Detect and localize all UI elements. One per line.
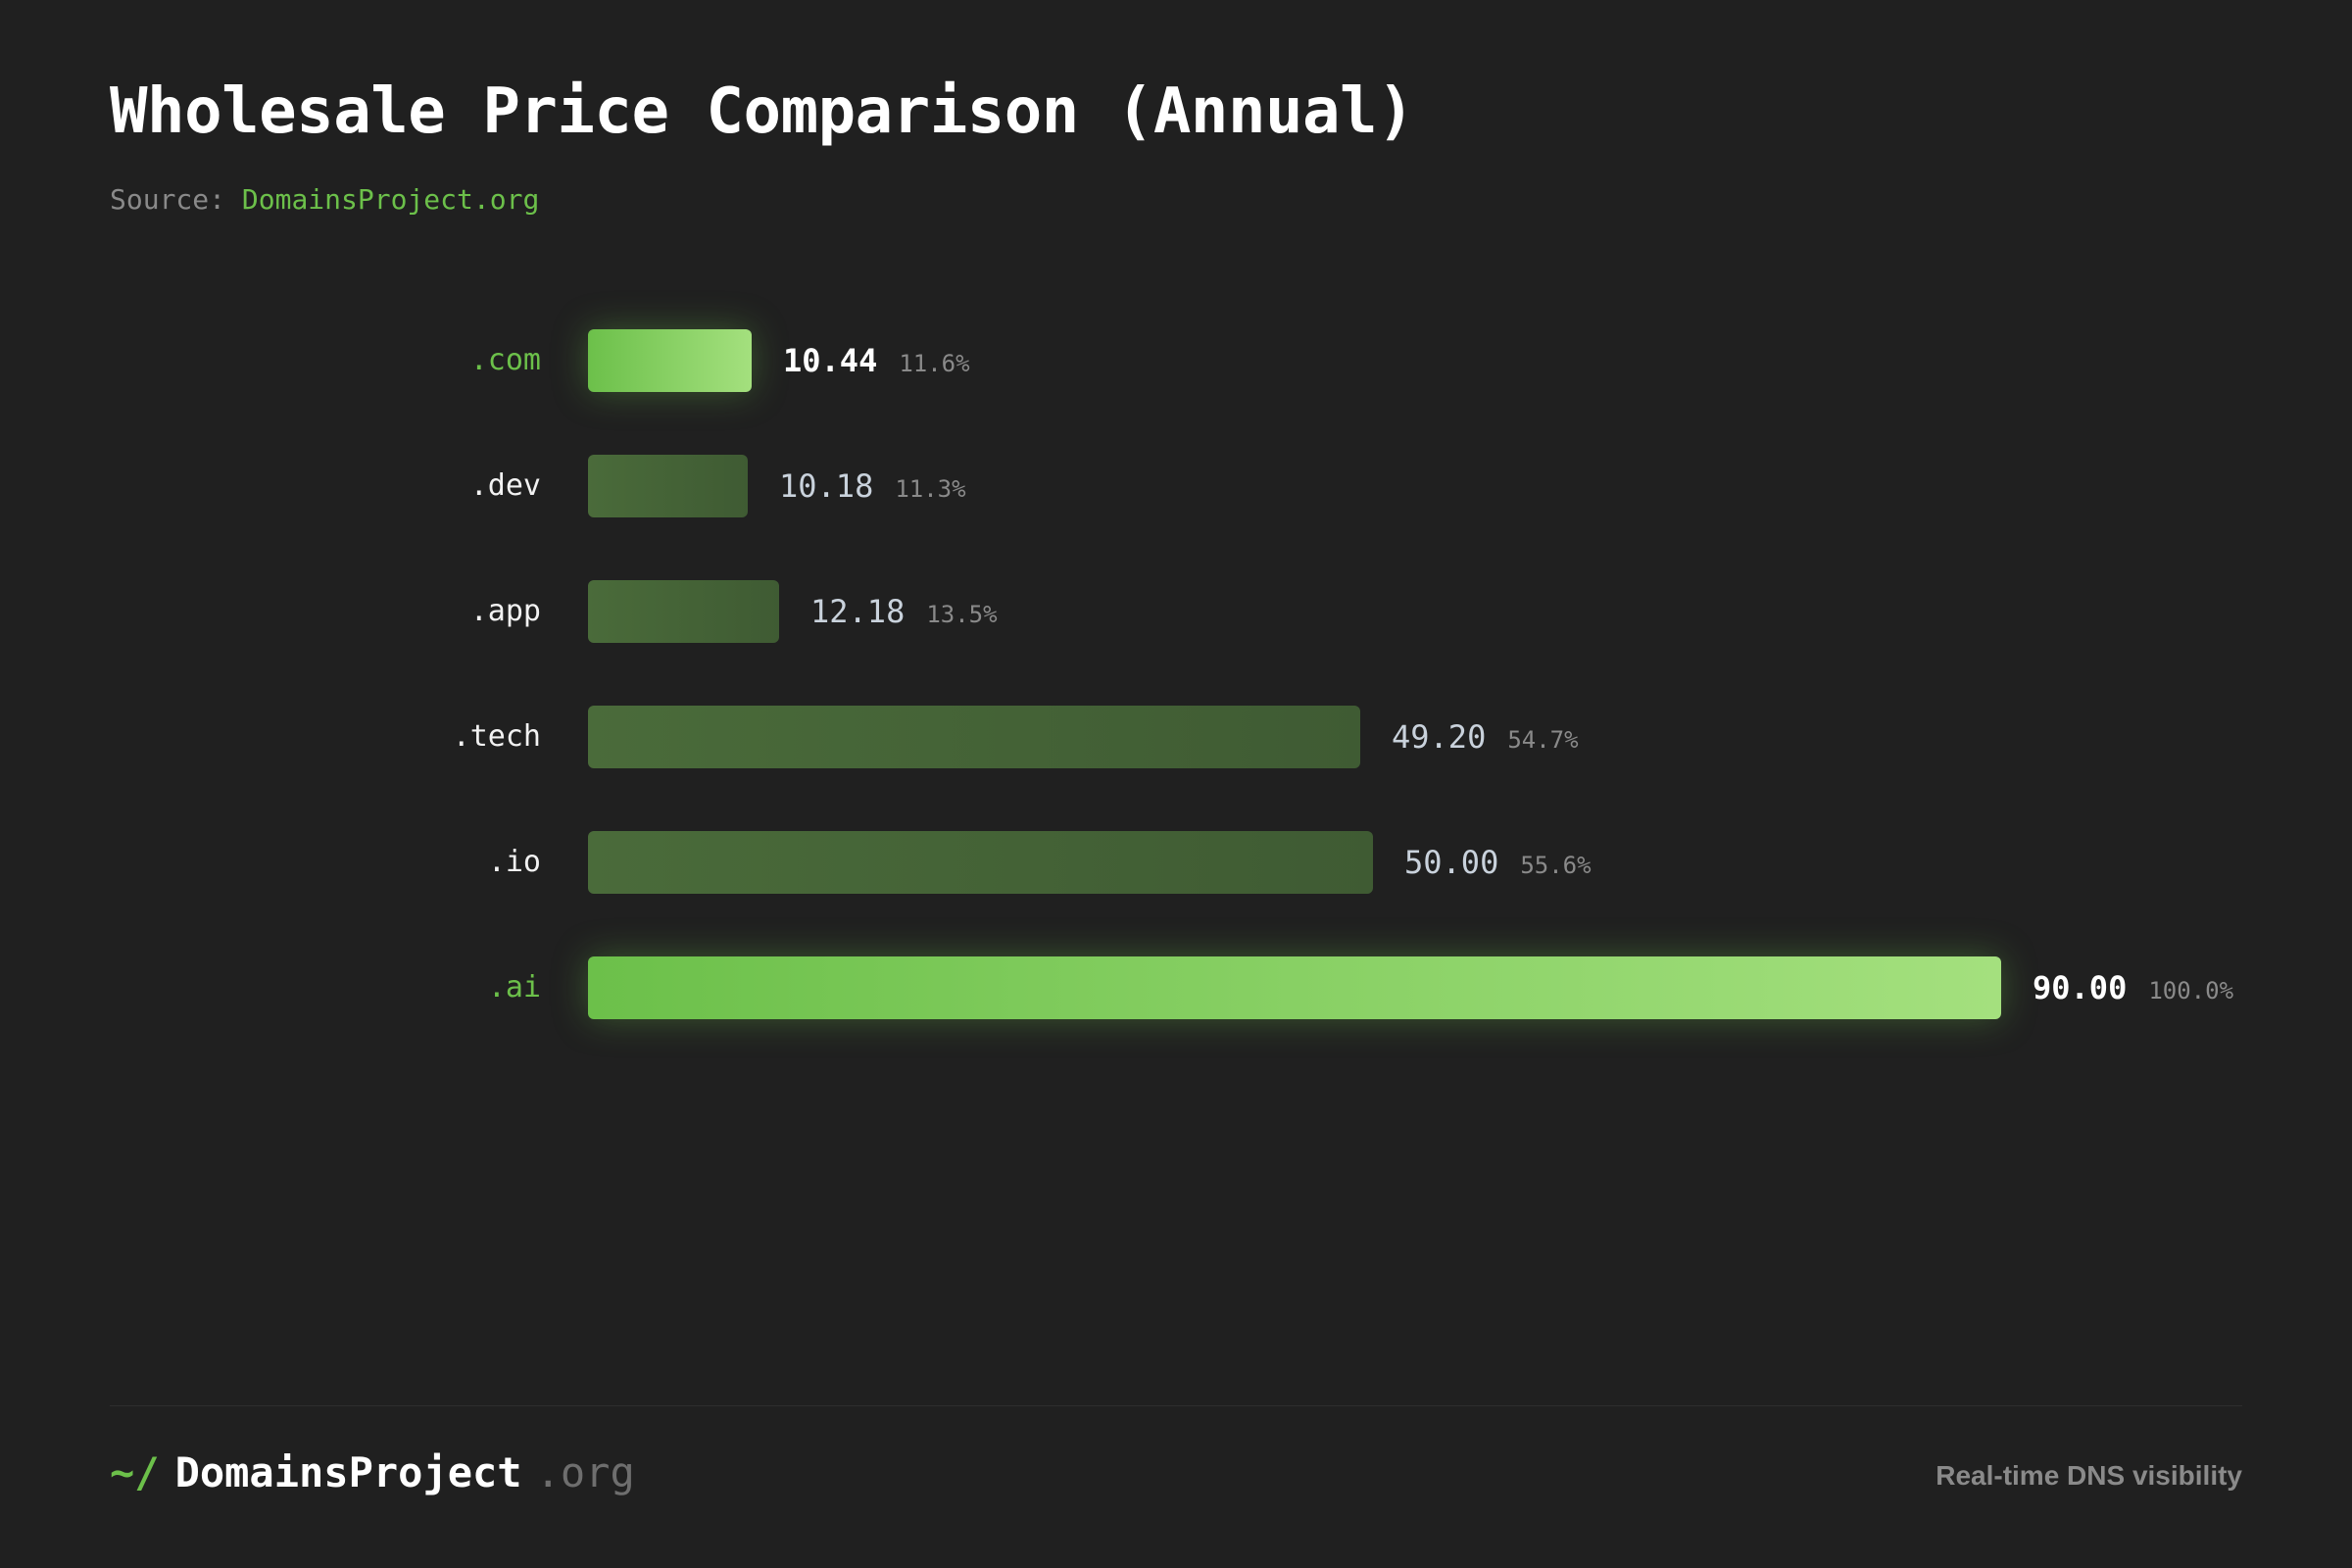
source-label: Source: [110, 183, 226, 216]
value-label-group: 12.18 13.5% [810, 580, 998, 643]
value-label: 10.44 [783, 342, 878, 379]
percent-label: 13.5% [926, 601, 998, 628]
brand-prompt: ~/ [110, 1448, 160, 1496]
source-line: Source: DomainsProject.org [110, 186, 539, 214]
tagline: Real-time DNS visibility [1936, 1460, 2242, 1491]
bar-row: .dev 10.18 11.3% [0, 455, 2352, 517]
bar [588, 329, 752, 392]
category-label: .tech [452, 719, 541, 754]
percent-label: 11.3% [895, 475, 966, 503]
bar-row: .app 12.18 13.5% [0, 580, 2352, 643]
bar-row: .com 10.44 11.6% [0, 329, 2352, 392]
percent-label: 100.0% [2148, 977, 2234, 1004]
value-label: 50.00 [1404, 844, 1499, 881]
bar-row: .tech 49.20 54.7% [0, 706, 2352, 768]
source-link[interactable]: DomainsProject.org [241, 183, 540, 216]
category-label: .app [469, 594, 541, 628]
percent-label: 11.6% [899, 350, 970, 377]
value-label: 10.18 [779, 467, 874, 505]
percent-label: 54.7% [1507, 726, 1579, 754]
value-label: 12.18 [810, 593, 906, 630]
bar-row: .ai 90.00 100.0% [0, 956, 2352, 1019]
value-label: 90.00 [2033, 969, 2128, 1006]
brand-tld: .org [535, 1448, 635, 1496]
bar [588, 706, 1360, 768]
category-label: .io [487, 845, 541, 879]
value-label-group: 49.20 54.7% [1392, 706, 1579, 768]
chart-title: Wholesale Price Comparison (Annual) [110, 75, 1415, 148]
category-label: .com [469, 343, 541, 377]
value-label-group: 90.00 100.0% [2033, 956, 2233, 1019]
brand-name: DomainsProject [174, 1448, 522, 1496]
bar-chart: .com 10.44 11.6% .dev 10.18 11.3% .app 12.18 13.… [0, 329, 2352, 1019]
percent-label: 55.6% [1520, 852, 1592, 879]
bar [588, 956, 2001, 1019]
value-label-group: 50.00 55.6% [1404, 831, 1592, 894]
brand-logo[interactable]: ~/ DomainsProject .org [110, 1448, 635, 1497]
category-label: .ai [487, 970, 541, 1004]
value-label: 49.20 [1392, 718, 1487, 756]
bar [588, 580, 779, 643]
category-label: .dev [469, 468, 541, 503]
bar [588, 831, 1373, 894]
bar-row: .io 50.00 55.6% [0, 831, 2352, 894]
bar [588, 455, 748, 517]
value-label-group: 10.44 11.6% [783, 329, 970, 392]
value-label-group: 10.18 11.3% [779, 455, 966, 517]
footer-divider [110, 1405, 2242, 1406]
